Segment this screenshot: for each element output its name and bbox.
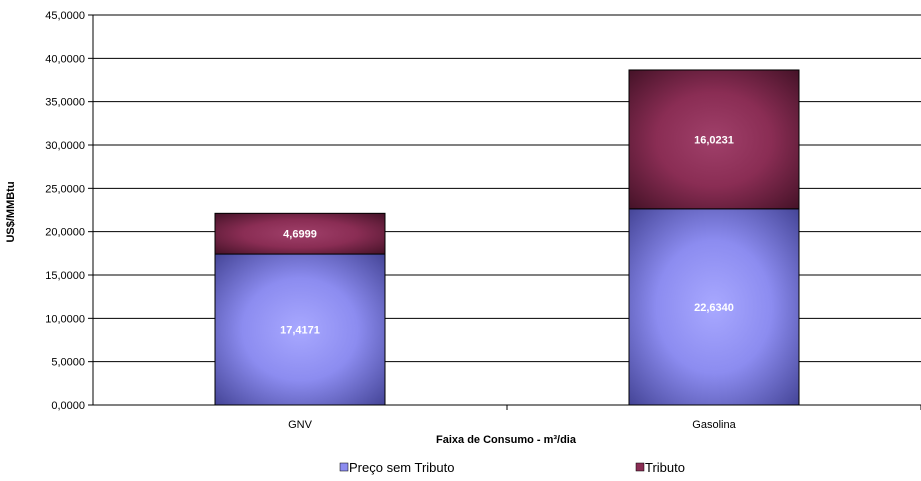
x-tick-label: Gasolina bbox=[692, 419, 736, 431]
legend-label-preco-sem-tributo: Preço sem Tributo bbox=[349, 460, 455, 475]
legend-swatch-tributo bbox=[635, 462, 645, 472]
legend: Preço sem Tributo Tributo bbox=[339, 460, 685, 475]
bar-segment bbox=[628, 69, 800, 210]
y-tick-label: 10,0000 bbox=[45, 313, 85, 325]
bar-segment bbox=[214, 212, 386, 255]
bar-segment bbox=[214, 253, 386, 406]
y-tick-label: 30,0000 bbox=[45, 140, 85, 152]
legend-swatch-preco-sem-tributo bbox=[339, 462, 349, 472]
y-tick-label: 5,0000 bbox=[51, 357, 85, 369]
x-axis-title: Faixa de Consumo - m³/dia bbox=[436, 434, 577, 446]
axes: 0,0000 5,0000 10,0000 15,0000 20,0000 25,0000… bbox=[45, 10, 921, 431]
y-tick-label: 40,0000 bbox=[45, 53, 85, 65]
x-tick-label: GNV bbox=[288, 419, 313, 431]
y-tick-label: 45,0000 bbox=[45, 10, 85, 22]
y-tick-label: 15,0000 bbox=[45, 270, 85, 282]
y-tick-label: 0,0000 bbox=[51, 400, 85, 412]
data-label: 22,6340 bbox=[694, 302, 734, 314]
y-tick-label: 25,0000 bbox=[45, 183, 85, 195]
y-tick-label: 20,0000 bbox=[45, 227, 85, 239]
legend-item-preco-sem-tributo: Preço sem Tributo bbox=[339, 460, 455, 475]
bars bbox=[214, 69, 800, 406]
data-labels: 17,4171 4,6999 22,6340 16,0231 bbox=[280, 134, 734, 336]
data-label: 17,4171 bbox=[280, 325, 320, 337]
y-axis-title: US$/MMBtu bbox=[5, 181, 17, 242]
data-label: 4,6999 bbox=[283, 229, 317, 241]
legend-item-tributo: Tributo bbox=[635, 460, 685, 475]
y-tick-label: 35,0000 bbox=[45, 97, 85, 109]
data-label: 16,0231 bbox=[694, 134, 734, 146]
legend-label-tributo: Tributo bbox=[645, 460, 685, 475]
